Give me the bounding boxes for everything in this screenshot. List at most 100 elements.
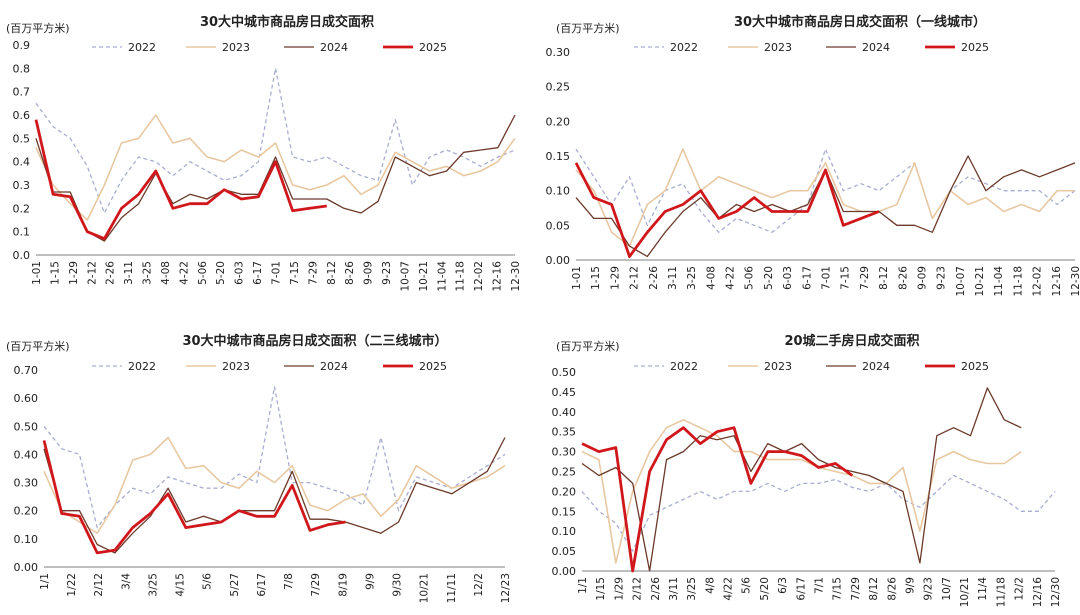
y-tick-label: 0.7 (13, 86, 31, 99)
x-tick-label: 1/29 (613, 577, 625, 601)
x-tick-label: 11/18 (995, 577, 1007, 607)
y-tick-label: 0.10 (552, 525, 577, 538)
x-tick-label: 9/30 (392, 573, 404, 597)
x-tick-label: 12-02 (1032, 266, 1044, 297)
x-tick-label: 12-30 (1070, 266, 1080, 297)
x-tick-label: 12/2 (1014, 577, 1026, 601)
y-tick-label: 0.35 (552, 426, 577, 439)
x-tick-label: 1/1 (577, 577, 589, 594)
x-tick-label: 9-23 (381, 261, 393, 285)
x-tick-label: 7-15 (289, 261, 301, 285)
x-tick-label: 1-29 (68, 261, 80, 285)
legend-label-2023: 2023 (222, 41, 250, 54)
x-tick-label: 3-11 (123, 261, 135, 285)
y-tick-label: 0.5 (13, 132, 31, 145)
series-line-2024 (581, 387, 1022, 572)
y-tick-label: 0.6 (13, 109, 31, 122)
y-tick-label: 0.50 (552, 366, 577, 379)
x-tick-label: 2-12 (86, 261, 98, 285)
x-tick-label: 2-12 (629, 266, 641, 290)
legend-label-2023: 2023 (764, 41, 792, 54)
series-line-2023 (575, 148, 1075, 247)
y-tick-label: 0.05 (546, 219, 571, 232)
x-tick-label: 12/23 (500, 573, 512, 603)
x-tick-label: 1-01 (571, 266, 583, 290)
x-tick-label: 9-09 (363, 261, 375, 285)
y-axis-unit: (百万平方米) (6, 21, 70, 35)
x-tick-label: 8-26 (897, 266, 909, 290)
legend-label-2025: 2025 (961, 360, 989, 373)
y-tick-label: 0.8 (13, 62, 31, 75)
legend-label-2025: 2025 (419, 360, 447, 373)
chart-panel-2: 30大中城市商品房日成交面积（一线城市） (百万平方米) 0.00 0.05 0.10 0… (546, 14, 1080, 297)
x-tick-label: 5/27 (229, 573, 241, 597)
chart-panel-1: 30大中城市商品房日成交面积 (百万平方米) 0.0 0.1 0.2 0.3 0.4 0.5 0… (6, 14, 522, 292)
x-tick-label: 12-16 (492, 261, 504, 292)
y-tick-label: 0.15 (552, 505, 577, 518)
y-tick-label: 0.20 (546, 115, 571, 128)
y-tick-label: 0.60 (14, 392, 39, 405)
series-line-2022 (581, 474, 1056, 552)
x-tick-label: 7-15 (840, 266, 852, 290)
series-line-2023 (35, 114, 516, 221)
y-tick-label: 0.20 (14, 505, 39, 518)
x-tick-label: 6-03 (234, 261, 246, 285)
x-tick-label: 11-18 (455, 261, 467, 292)
y-tick-label: 0.30 (14, 477, 39, 490)
x-tick-label: 7-29 (307, 261, 319, 285)
series-line-2025 (34, 119, 327, 241)
y-axis-unit: (百万平方米) (6, 339, 70, 353)
x-tick-label: 7/29 (310, 573, 322, 597)
legend-label-2023: 2023 (764, 360, 792, 373)
legend-label-2025: 2025 (961, 41, 989, 54)
series-line-2025 (581, 426, 854, 573)
x-tick-label: 9-23 (936, 266, 948, 290)
x-tick-label: 11-18 (1012, 266, 1024, 297)
chart-title: 30大中城市商品房日成交面积（一线城市） (734, 14, 986, 30)
x-tick-label: 11-04 (993, 266, 1005, 297)
y-tick-label: 0.30 (546, 46, 571, 59)
x-tick-label: 7-01 (271, 261, 283, 285)
x-tick-label: 2-26 (648, 266, 660, 290)
x-tick-label: 6/17 (795, 577, 807, 601)
y-tick-label: 0.00 (552, 565, 577, 578)
x-tick-label: 3/4 (120, 573, 132, 590)
legend-label-2024: 2024 (862, 41, 890, 54)
y-tick-label: 0.4 (13, 156, 31, 169)
chart-title: 30大中城市商品房日成交面积（二三线城市） (182, 333, 447, 349)
x-tick-label: 10-21 (974, 266, 986, 297)
legend-label-2022: 2022 (670, 360, 698, 373)
x-tick-label: 11/4 (977, 577, 989, 601)
y-tick-label: 0.00 (14, 561, 39, 574)
y-tick-label: 0.25 (552, 466, 577, 479)
x-tick-label: 12-02 (473, 261, 485, 292)
x-tick-label: 6/3 (777, 577, 789, 594)
x-tick-label: 2/26 (650, 577, 662, 601)
x-tick-label: 7-01 (821, 266, 833, 290)
x-tick-label: 8-12 (878, 266, 890, 290)
x-tick-label: 7-29 (859, 266, 871, 290)
chart-panel-3: 30大中城市商品房日成交面积（二三线城市） (百万平方米) 0.00 0.10 0.20… (6, 333, 512, 603)
x-tick-label: 6/17 (256, 573, 268, 597)
x-tick-label: 12-16 (1051, 266, 1063, 297)
x-tick-label: 5-20 (763, 266, 775, 290)
x-tick-label: 8-26 (344, 261, 356, 285)
x-tick-label: 12/30 (1050, 577, 1062, 607)
legend-label-2024: 2024 (320, 41, 348, 54)
legend-label-2024: 2024 (862, 360, 890, 373)
y-tick-label: 0.10 (546, 185, 571, 198)
y-tick-label: 0.50 (14, 420, 39, 433)
x-tick-label: 10/7 (941, 577, 953, 601)
y-tick-label: 0.2 (13, 202, 31, 215)
chart-title: 20城二手房日成交面积 (784, 333, 919, 349)
y-tick-label: 0.20 (552, 485, 577, 498)
x-tick-label: 1/22 (66, 573, 78, 597)
x-tick-label: 3/25 (147, 573, 159, 597)
x-tick-label: 9-09 (916, 266, 928, 290)
x-tick-label: 6-17 (252, 261, 264, 285)
legend-label-2024: 2024 (320, 360, 348, 373)
y-tick-label: 0.3 (13, 179, 31, 192)
x-tick-label: 3-11 (667, 266, 679, 290)
x-tick-label: 10/21 (959, 577, 971, 607)
